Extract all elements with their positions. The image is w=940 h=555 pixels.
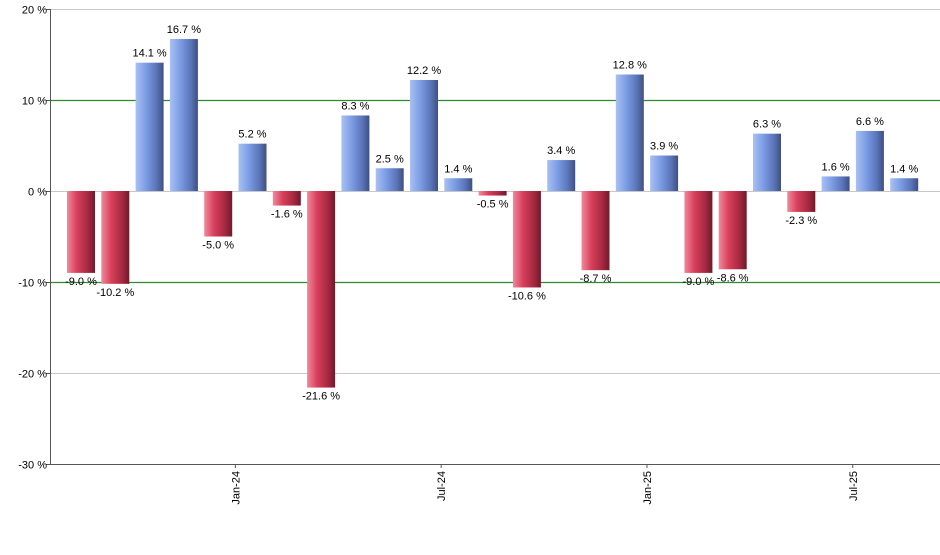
- x-tick-label: Jan-25: [642, 471, 654, 505]
- data-label: 12.8 %: [613, 60, 647, 72]
- data-label: 6.3 %: [753, 119, 781, 131]
- data-label: 1.6 %: [822, 161, 850, 173]
- data-label: 3.4 %: [547, 145, 575, 157]
- data-label: -5.0 %: [202, 240, 234, 252]
- bar: [169, 39, 198, 191]
- data-label: 1.4 %: [444, 163, 472, 175]
- data-label: -2.3 %: [785, 215, 817, 227]
- data-label: -10.6 %: [508, 290, 546, 302]
- y-tick-label: -20 %: [18, 369, 47, 381]
- bar: [410, 79, 438, 191]
- data-label: -1.6 %: [271, 209, 303, 221]
- data-label: -21.6 %: [302, 391, 340, 403]
- bar: [890, 178, 919, 191]
- data-label: -9.0 %: [683, 276, 715, 288]
- y-tick-label: 20 %: [22, 5, 47, 17]
- data-label: 16.7 %: [167, 24, 201, 36]
- bar: [238, 143, 267, 191]
- data-label: 3.9 %: [650, 141, 678, 153]
- data-label: 2.5 %: [376, 153, 404, 165]
- data-label: 12.2 %: [407, 65, 441, 77]
- bar: [478, 191, 507, 196]
- data-label: 1.4 %: [890, 163, 918, 175]
- data-label: -8.7 %: [580, 273, 612, 285]
- data-label: 14.1 %: [132, 48, 166, 60]
- bar: [204, 191, 233, 237]
- x-tick-label: Jul-24: [436, 471, 448, 501]
- x-tick-label: Jan-24: [230, 471, 242, 505]
- bar: [375, 168, 404, 191]
- bar: [547, 160, 576, 191]
- bar: [272, 191, 301, 206]
- x-tick-label: Jul-25: [848, 471, 860, 501]
- bar: [67, 191, 95, 273]
- data-label: -9.0 %: [65, 276, 97, 288]
- bar: [307, 191, 336, 388]
- bar: [512, 191, 541, 288]
- bars: [67, 39, 919, 388]
- data-label: 8.3 %: [341, 100, 369, 112]
- bar: [787, 191, 816, 212]
- bar: [684, 191, 713, 273]
- data-label: -8.6 %: [717, 272, 749, 284]
- data-label: 5.2 %: [238, 129, 266, 141]
- data-label: 6.6 %: [856, 116, 884, 128]
- y-tick-label: -10 %: [18, 278, 47, 290]
- bar: [135, 62, 164, 191]
- y-tick-label: -30 %: [18, 460, 47, 472]
- y-tick-label: 10 %: [22, 96, 47, 108]
- y-tick-label: 0 %: [28, 187, 47, 199]
- axes: 20 % 10 % 0 % -10 % -20 % -30 % Jan-24 Jul-24 Ja…: [18, 5, 940, 505]
- bar: [650, 155, 679, 191]
- data-label: -0.5 %: [477, 199, 509, 211]
- bar: [753, 133, 781, 191]
- bar: [341, 115, 370, 191]
- bar: [101, 191, 130, 284]
- bar: [855, 130, 884, 191]
- data-labels: -9.0 %-10.2 %14.1 %16.7 %-5.0 %5.2 %-1.6…: [65, 24, 918, 403]
- bar: [581, 191, 610, 271]
- bar: [615, 74, 644, 191]
- bar: [821, 176, 850, 191]
- data-label: -10.2 %: [96, 287, 134, 299]
- bar: [444, 178, 473, 191]
- bar: [718, 191, 747, 270]
